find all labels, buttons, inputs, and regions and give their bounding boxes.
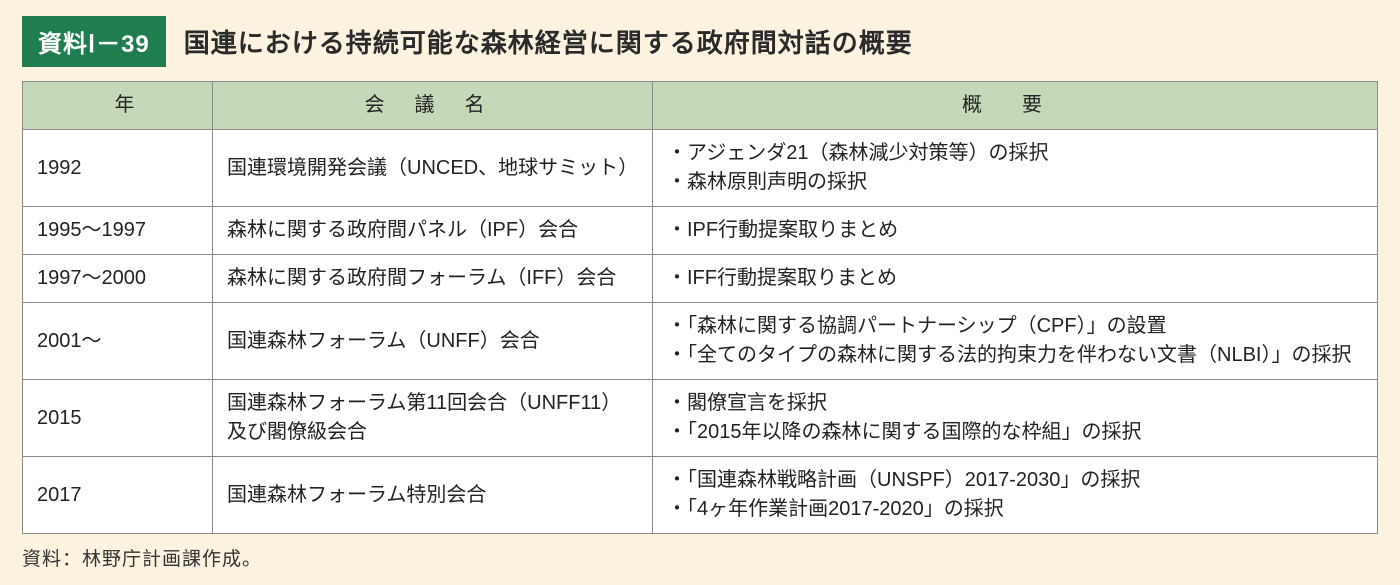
table-row: 2001～国連森林フォーラム（UNFF）会合・「森林に関する協調パートナーシップ… xyxy=(23,303,1378,380)
desc-line: ・「国連森林戦略計画（UNSPF）2017-2030」の採択 xyxy=(667,466,1363,495)
col-header-year: 年 xyxy=(23,82,213,130)
footnote: 資料：林野庁計画課作成。 xyxy=(22,544,1378,571)
desc-line: ・IPF行動提案取りまとめ xyxy=(667,216,1363,245)
col-header-desc: 概要 xyxy=(653,82,1378,130)
cell-name: 国連森林フォーラム特別会合 xyxy=(213,457,653,534)
desc-line: ・「4ヶ年作業計画2017-2020」の採択 xyxy=(667,495,1363,524)
desc-line: ・「2015年以降の森林に関する国際的な枠組」の採択 xyxy=(667,418,1363,447)
table-row: 1992国連環境開発会議（UNCED、地球サミット）・アジェンダ21（森林減少対… xyxy=(23,130,1378,207)
desc-line: ・「森林に関する協調パートナーシップ（CPF）」の設置 xyxy=(667,312,1363,341)
desc-line: ・IFF行動提案取りまとめ xyxy=(667,264,1363,293)
cell-name: 国連環境開発会議（UNCED、地球サミット） xyxy=(213,130,653,207)
cell-year: 2017 xyxy=(23,457,213,534)
cell-name: 森林に関する政府間パネル（IPF）会合 xyxy=(213,207,653,255)
desc-line: ・アジェンダ21（森林減少対策等）の採択 xyxy=(667,139,1363,168)
figure-header: 資料Ⅰ－39 国連における持続可能な森林経営に関する政府間対話の概要 xyxy=(22,16,1378,67)
cell-name: 国連森林フォーラム（UNFF）会合 xyxy=(213,303,653,380)
desc-line: ・森林原則声明の採択 xyxy=(667,168,1363,197)
table-row: 1997～2000森林に関する政府間フォーラム（IFF）会合・IFF行動提案取り… xyxy=(23,255,1378,303)
cell-desc: ・アジェンダ21（森林減少対策等）の採択・森林原則声明の採択 xyxy=(653,130,1378,207)
cell-year: 2015 xyxy=(23,380,213,457)
desc-line: ・「全てのタイプの森林に関する法的拘束力を伴わない文書（NLBI）」の採択 xyxy=(667,341,1363,370)
cell-desc: ・「森林に関する協調パートナーシップ（CPF）」の設置・「全てのタイプの森林に関… xyxy=(653,303,1378,380)
cell-year: 2001～ xyxy=(23,303,213,380)
dialogue-table: 年 会議名 概要 1992国連環境開発会議（UNCED、地球サミット）・アジェン… xyxy=(22,81,1378,534)
cell-name: 国連森林フォーラム第11回会合（UNFF11）及び閣僚級会合 xyxy=(213,380,653,457)
cell-year: 1995～1997 xyxy=(23,207,213,255)
table-header-row: 年 会議名 概要 xyxy=(23,82,1378,130)
cell-desc: ・IPF行動提案取りまとめ xyxy=(653,207,1378,255)
cell-desc: ・「国連森林戦略計画（UNSPF）2017-2030」の採択・「4ヶ年作業計画2… xyxy=(653,457,1378,534)
desc-line: ・閣僚宣言を採択 xyxy=(667,389,1363,418)
col-header-name: 会議名 xyxy=(213,82,653,130)
table-row: 2017国連森林フォーラム特別会合・「国連森林戦略計画（UNSPF）2017-2… xyxy=(23,457,1378,534)
table-row: 1995～1997森林に関する政府間パネル（IPF）会合・IPF行動提案取りまと… xyxy=(23,207,1378,255)
figure-badge: 資料Ⅰ－39 xyxy=(22,16,166,67)
cell-desc: ・IFF行動提案取りまとめ xyxy=(653,255,1378,303)
cell-name: 森林に関する政府間フォーラム（IFF）会合 xyxy=(213,255,653,303)
figure-title: 国連における持続可能な森林経営に関する政府間対話の概要 xyxy=(184,23,913,60)
cell-year: 1997～2000 xyxy=(23,255,213,303)
table-row: 2015国連森林フォーラム第11回会合（UNFF11）及び閣僚級会合・閣僚宣言を… xyxy=(23,380,1378,457)
cell-year: 1992 xyxy=(23,130,213,207)
table-body: 1992国連環境開発会議（UNCED、地球サミット）・アジェンダ21（森林減少対… xyxy=(23,130,1378,534)
cell-desc: ・閣僚宣言を採択・「2015年以降の森林に関する国際的な枠組」の採択 xyxy=(653,380,1378,457)
